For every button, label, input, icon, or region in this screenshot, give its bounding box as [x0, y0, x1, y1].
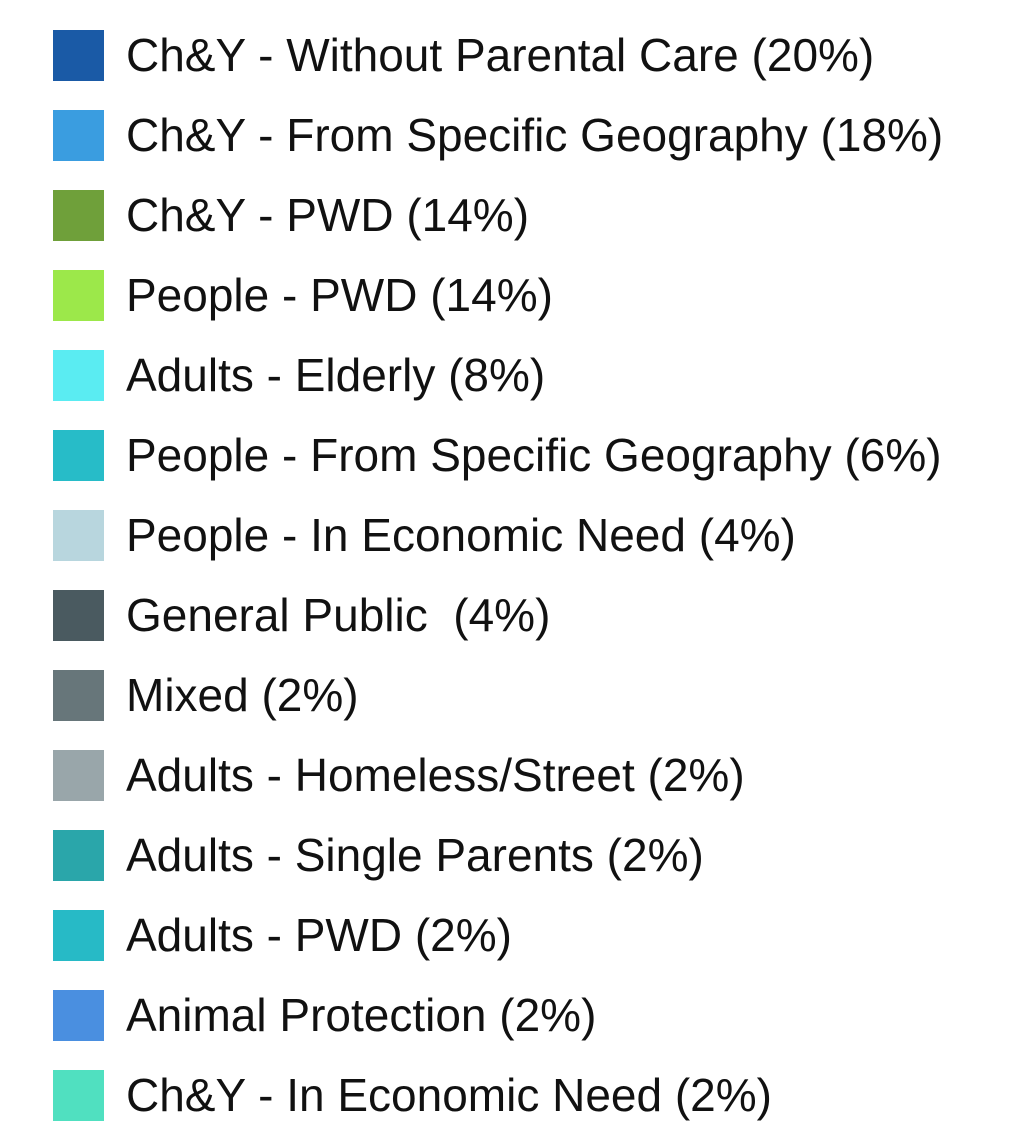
- legend-item: People - In Economic Need (4%): [53, 509, 796, 561]
- legend-item: People - From Specific Geography (6%): [53, 429, 942, 481]
- legend-label: People - From Specific Geography (6%): [126, 429, 942, 481]
- legend-item: Adults - Homeless/Street (2%): [53, 749, 745, 801]
- legend-label: Mixed (2%): [126, 669, 359, 721]
- legend-item: Ch&Y - In Economic Need (2%): [53, 1069, 772, 1121]
- legend-label: People - PWD (14%): [126, 269, 553, 321]
- legend-item: People - PWD (14%): [53, 269, 553, 321]
- legend-item: Mixed (2%): [53, 669, 359, 721]
- legend-swatch: [53, 829, 104, 881]
- legend-item: Adults - Elderly (8%): [53, 349, 545, 401]
- legend-item: Adults - PWD (2%): [53, 909, 512, 961]
- legend-label: Ch&Y - PWD (14%): [126, 189, 530, 241]
- legend-swatch: [53, 189, 104, 241]
- legend-swatch: [53, 509, 104, 561]
- legend-swatch: [53, 989, 104, 1041]
- legend-item: Animal Protection (2%): [53, 989, 596, 1041]
- legend-label: Adults - Elderly (8%): [126, 349, 546, 401]
- legend-item: Ch&Y - PWD (14%): [53, 189, 529, 241]
- legend-swatch: [53, 269, 104, 321]
- legend-label: Ch&Y - Without Parental Care (20%): [126, 29, 875, 81]
- legend-label: Adults - Homeless/Street (2%): [126, 749, 745, 801]
- legend-item: Ch&Y - From Specific Geography (18%): [53, 109, 943, 161]
- legend-swatch: [53, 349, 104, 401]
- legend-label: General Public (4%): [126, 589, 551, 641]
- legend-label: People - In Economic Need (4%): [126, 509, 796, 561]
- legend-swatch: [53, 589, 104, 641]
- legend-item: Ch&Y - Without Parental Care (20%): [53, 29, 874, 81]
- legend-label: Ch&Y - From Specific Geography (18%): [126, 109, 944, 161]
- legend-label: Adults - PWD (2%): [126, 909, 512, 961]
- legend-swatch: [53, 29, 104, 81]
- legend-swatch: [53, 1069, 104, 1121]
- legend-label: Ch&Y - In Economic Need (2%): [126, 1069, 772, 1121]
- legend-swatch: [53, 749, 104, 801]
- legend-swatch: [53, 909, 104, 961]
- legend-label: Animal Protection (2%): [126, 989, 597, 1041]
- legend-swatch: [53, 669, 104, 721]
- legend-item: Adults - Single Parents (2%): [53, 829, 704, 881]
- legend-item: General Public (4%): [53, 589, 550, 641]
- legend-swatch: [53, 429, 104, 481]
- legend-swatch: [53, 109, 104, 161]
- legend-label: Adults - Single Parents (2%): [126, 829, 704, 881]
